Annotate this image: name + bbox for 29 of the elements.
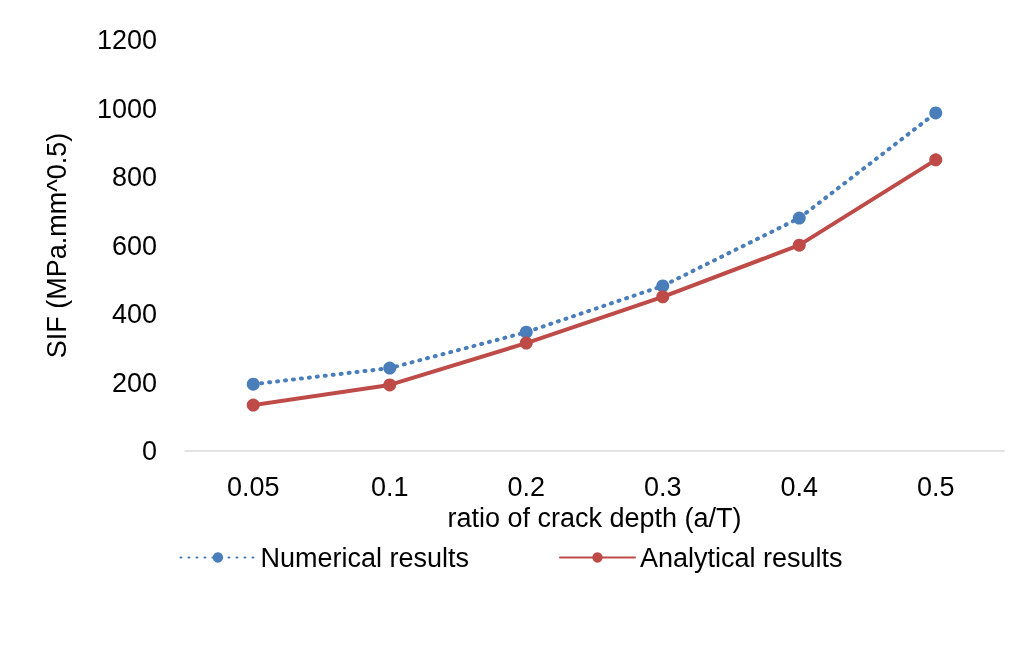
y-axis-title: SIF (MPa.mm^0.5)	[41, 132, 72, 359]
point	[792, 211, 806, 225]
legend-label: Analytical results	[639, 542, 843, 573]
point	[792, 238, 806, 252]
y-tick-label: 800	[111, 162, 157, 192]
legend-label: Numerical results	[260, 542, 469, 573]
x-axis-title: ratio of crack depth (a/T)	[447, 503, 742, 534]
point	[383, 378, 397, 392]
point	[519, 325, 533, 339]
point	[929, 106, 943, 120]
x-tick-label: 0.1	[370, 471, 409, 502]
point	[246, 377, 260, 391]
point	[656, 279, 670, 293]
point	[929, 153, 943, 167]
y-tick-label: 400	[111, 299, 157, 329]
point	[656, 290, 670, 304]
x-tick-label: 0.2	[507, 471, 546, 502]
y-tick-label: 1000	[96, 93, 157, 124]
x-tick-label: 0.05	[226, 471, 280, 502]
point	[383, 361, 397, 375]
point	[246, 398, 260, 412]
y-tick-label: 600	[111, 230, 157, 261]
y-tick-label: 1200	[96, 25, 157, 55]
x-tick-label: 0.3	[643, 471, 682, 502]
y-tick-label: 0	[141, 436, 157, 466]
x-tick-label: 0.4	[780, 471, 819, 502]
y-tick-label: 200	[111, 367, 157, 398]
x-tick-label: 0.5	[916, 471, 955, 502]
point	[519, 336, 533, 350]
